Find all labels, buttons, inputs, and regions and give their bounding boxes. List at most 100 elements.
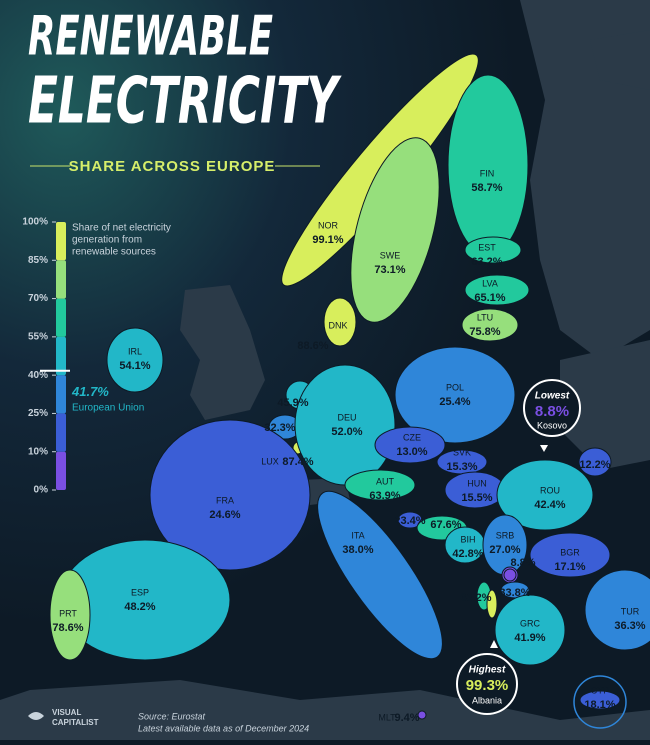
- country-shape: [106, 327, 164, 393]
- country-value: 33.8%: [499, 587, 530, 599]
- country-code: HUN: [467, 478, 487, 488]
- country-shape: [49, 569, 91, 661]
- country-code: BGR: [560, 547, 580, 557]
- country-code: PRT: [59, 608, 77, 618]
- country-value: 17.1%: [554, 561, 585, 573]
- legend-tick-label: 25%: [28, 408, 48, 419]
- country-code: AUT: [376, 476, 395, 486]
- country-value: 36.3%: [614, 620, 645, 632]
- legend-tick-label: 40%: [28, 370, 48, 381]
- country-shape: [397, 511, 423, 529]
- inset-circle: [573, 675, 627, 729]
- country-value: 54.1%: [119, 360, 150, 372]
- country-shape: [350, 137, 440, 323]
- callout-label: Lowest: [535, 391, 570, 402]
- country-shape: [529, 532, 611, 578]
- country-code: SVK: [453, 447, 471, 457]
- country-value: 45.9%: [277, 397, 308, 409]
- country-code: MLT: [378, 712, 396, 722]
- country-value: 48.2%: [124, 601, 155, 613]
- country-value: 15.5%: [461, 492, 492, 504]
- country-value: 99.1%: [312, 234, 343, 246]
- country-code: LUX: [261, 456, 279, 466]
- country-code: CZE: [403, 432, 421, 442]
- country-shape: [417, 710, 427, 720]
- country-shape: [494, 594, 566, 666]
- country-code: SWE: [380, 250, 401, 260]
- source: Source: Eurostat: [138, 711, 206, 721]
- country-code: FIN: [480, 168, 495, 178]
- country-value: 42.4%: [534, 499, 565, 511]
- country-code: IRL: [128, 346, 142, 356]
- country-code: BIH: [460, 534, 475, 544]
- legend-title: generation from: [72, 235, 142, 246]
- country-value: 63.9%: [369, 490, 400, 502]
- country-value: 15.3%: [446, 461, 477, 473]
- country-value: 12.2%: [579, 459, 610, 471]
- legend-swatch: [56, 298, 66, 337]
- country-shape: [374, 426, 446, 464]
- country-value: 73.1%: [374, 264, 405, 276]
- legend-tick-label: 85%: [28, 255, 48, 266]
- country-value: 58.7%: [471, 182, 502, 194]
- country-value: 24.6%: [209, 509, 240, 521]
- callout-country: Albania: [472, 695, 502, 705]
- country-value: 9.4%: [394, 712, 419, 724]
- legend: 0% 10% 25% 40% 55% 70% 85% 100% Share of net ele…: [22, 217, 171, 496]
- country-shape: [317, 490, 443, 660]
- source-note: Latest available data as of December 202…: [138, 723, 309, 733]
- country-value: 32.3%: [264, 422, 295, 434]
- callout-pointer: [490, 640, 498, 648]
- legend-swatch: [56, 451, 66, 490]
- country-shape: [149, 419, 311, 571]
- legend-tick-label: 10%: [28, 446, 48, 457]
- legend-swatch: [56, 336, 66, 376]
- legend-title: renewable sources: [72, 247, 156, 258]
- country-value: 41.9%: [514, 632, 545, 644]
- country-shape: [461, 308, 519, 342]
- legend-swatch: [56, 260, 66, 299]
- countries: 99.1% NOR 73.1% SWE 58.7% FIN 63.2% EST 65.1% LVA…: [49, 53, 650, 724]
- title-line: RENEWABLE: [28, 5, 273, 68]
- country-code: LVA: [482, 278, 498, 288]
- subtitle: SHARE ACROSS EUROPE: [69, 158, 276, 175]
- country-value: 52.0%: [331, 426, 362, 438]
- callout-label: Highest: [469, 665, 506, 676]
- country-value: 42.8%: [452, 548, 483, 560]
- country-value: 87.4%: [282, 456, 313, 468]
- country-value: 18.1%: [584, 699, 615, 711]
- legend-swatch: [56, 375, 66, 414]
- country-shape: [579, 690, 621, 710]
- callout-circle: [456, 653, 518, 715]
- country-code: TUR: [621, 606, 640, 616]
- legend-tick-label: 70%: [28, 293, 48, 304]
- country-code: FRA: [216, 495, 234, 505]
- lowest-country: [503, 568, 517, 582]
- callout-value: 99.3%: [466, 677, 509, 694]
- logo: VISUAL CAPITALIST: [28, 708, 99, 727]
- country-value: 63.2%: [460, 592, 491, 604]
- legend-tick-label: 100%: [22, 217, 48, 228]
- legend-swatch: [56, 413, 66, 452]
- country-code: EST: [478, 242, 496, 252]
- country-shape: [394, 346, 516, 444]
- country-code: GRC: [520, 618, 541, 628]
- country-value: 38.0%: [342, 544, 373, 556]
- country-value: 25.4%: [439, 396, 470, 408]
- country-shape: [323, 297, 357, 347]
- country-code: DNK: [328, 320, 347, 330]
- callout-country: Kosovo: [537, 420, 567, 430]
- country-code: NOR: [318, 220, 339, 230]
- callout-circle: [523, 379, 581, 437]
- country-value: 63.2%: [471, 256, 502, 268]
- highest-country: [486, 589, 498, 619]
- country-shape: [464, 236, 522, 264]
- legend-tick-label: 0%: [34, 485, 49, 496]
- country-code: ITA: [351, 530, 364, 540]
- country-code: ROU: [540, 485, 560, 495]
- legend-title: Share of net electricity: [72, 223, 171, 234]
- country-value: 75.8%: [469, 326, 500, 338]
- eu-name: European Union: [72, 402, 144, 413]
